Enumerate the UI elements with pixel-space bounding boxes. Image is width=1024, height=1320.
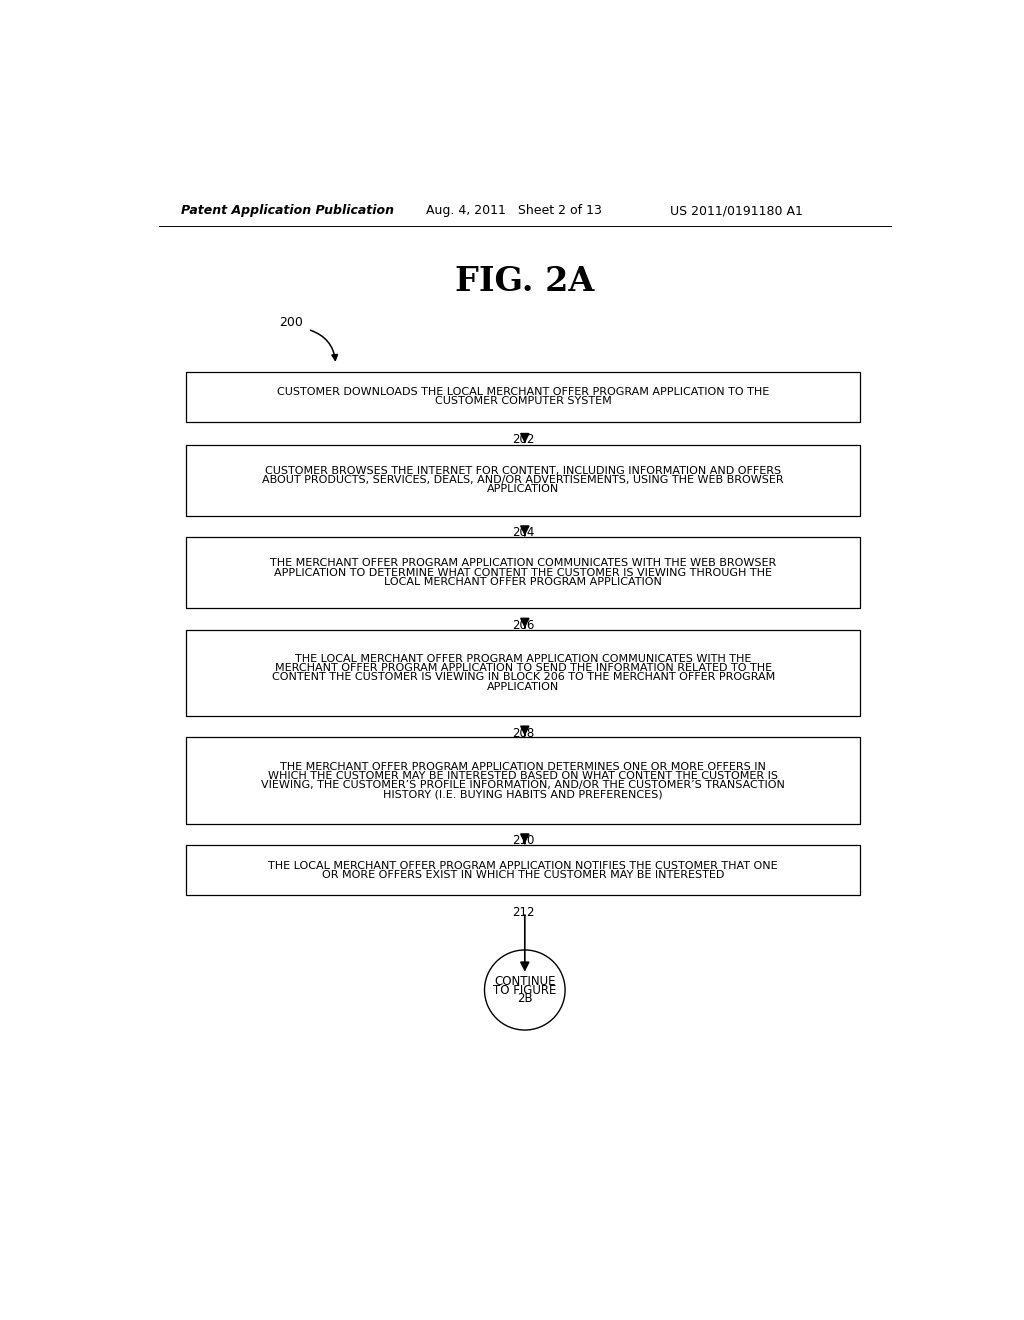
Text: CUSTOMER DOWNLOADS THE LOCAL MERCHANT OFFER PROGRAM APPLICATION TO THE: CUSTOMER DOWNLOADS THE LOCAL MERCHANT OF… <box>278 387 769 397</box>
Text: MERCHANT OFFER PROGRAM APPLICATION TO SEND THE INFORMATION RELATED TO THE: MERCHANT OFFER PROGRAM APPLICATION TO SE… <box>274 663 772 673</box>
Text: WHICH THE CUSTOMER MAY BE INTERESTED BASED ON WHAT CONTENT THE CUSTOMER IS: WHICH THE CUSTOMER MAY BE INTERESTED BAS… <box>268 771 778 781</box>
Bar <box>186 630 860 715</box>
Text: THE MERCHANT OFFER PROGRAM APPLICATION DETERMINES ONE OR MORE OFFERS IN: THE MERCHANT OFFER PROGRAM APPLICATION D… <box>281 762 766 772</box>
Text: THE LOCAL MERCHANT OFFER PROGRAM APPLICATION NOTIFIES THE CUSTOMER THAT ONE: THE LOCAL MERCHANT OFFER PROGRAM APPLICA… <box>268 861 778 871</box>
Bar <box>186 537 860 609</box>
Text: 208: 208 <box>512 726 535 739</box>
Bar <box>186 372 860 422</box>
Text: APPLICATION: APPLICATION <box>487 681 559 692</box>
Text: THE MERCHANT OFFER PROGRAM APPLICATION COMMUNICATES WITH THE WEB BROWSER: THE MERCHANT OFFER PROGRAM APPLICATION C… <box>270 558 776 569</box>
Text: VIEWING, THE CUSTOMER’S PROFILE INFORMATION, AND/OR THE CUSTOMER’S TRANSACTION: VIEWING, THE CUSTOMER’S PROFILE INFORMAT… <box>261 780 785 791</box>
Text: 202: 202 <box>512 433 535 446</box>
Text: 210: 210 <box>512 834 535 847</box>
Bar <box>186 738 860 824</box>
Text: THE LOCAL MERCHANT OFFER PROGRAM APPLICATION COMMUNICATES WITH THE: THE LOCAL MERCHANT OFFER PROGRAM APPLICA… <box>295 653 752 664</box>
Text: CUSTOMER BROWSES THE INTERNET FOR CONTENT, INCLUDING INFORMATION AND OFFERS: CUSTOMER BROWSES THE INTERNET FOR CONTEN… <box>265 466 781 477</box>
Text: HISTORY (I.E. BUYING HABITS AND PREFERENCES): HISTORY (I.E. BUYING HABITS AND PREFEREN… <box>383 789 664 800</box>
Text: Patent Application Publication: Patent Application Publication <box>180 205 393 218</box>
Text: 204: 204 <box>512 527 535 540</box>
Text: FIG. 2A: FIG. 2A <box>456 265 594 298</box>
Text: TO FIGURE: TO FIGURE <box>494 983 556 997</box>
Text: 206: 206 <box>512 619 535 632</box>
Text: CONTENT THE CUSTOMER IS VIEWING IN BLOCK 206 TO THE MERCHANT OFFER PROGRAM: CONTENT THE CUSTOMER IS VIEWING IN BLOCK… <box>271 672 775 682</box>
Text: CONTINUE: CONTINUE <box>494 974 556 987</box>
Text: OR MORE OFFERS EXIST IN WHICH THE CUSTOMER MAY BE INTERESTED: OR MORE OFFERS EXIST IN WHICH THE CUSTOM… <box>323 870 724 880</box>
Bar <box>186 445 860 516</box>
FancyArrowPatch shape <box>310 330 338 360</box>
Text: ABOUT PRODUCTS, SERVICES, DEALS, AND/OR ADVERTISEMENTS, USING THE WEB BROWSER: ABOUT PRODUCTS, SERVICES, DEALS, AND/OR … <box>262 475 784 486</box>
Text: LOCAL MERCHANT OFFER PROGRAM APPLICATION: LOCAL MERCHANT OFFER PROGRAM APPLICATION <box>384 577 663 587</box>
Text: 200: 200 <box>280 315 303 329</box>
Text: US 2011/0191180 A1: US 2011/0191180 A1 <box>671 205 804 218</box>
Text: 212: 212 <box>512 906 535 919</box>
Text: CUSTOMER COMPUTER SYSTEM: CUSTOMER COMPUTER SYSTEM <box>435 396 611 407</box>
Bar <box>186 845 860 895</box>
Text: Aug. 4, 2011   Sheet 2 of 13: Aug. 4, 2011 Sheet 2 of 13 <box>426 205 602 218</box>
Text: APPLICATION TO DETERMINE WHAT CONTENT THE CUSTOMER IS VIEWING THROUGH THE: APPLICATION TO DETERMINE WHAT CONTENT TH… <box>274 568 772 578</box>
Text: 2B: 2B <box>517 993 532 1006</box>
Text: APPLICATION: APPLICATION <box>487 484 559 495</box>
